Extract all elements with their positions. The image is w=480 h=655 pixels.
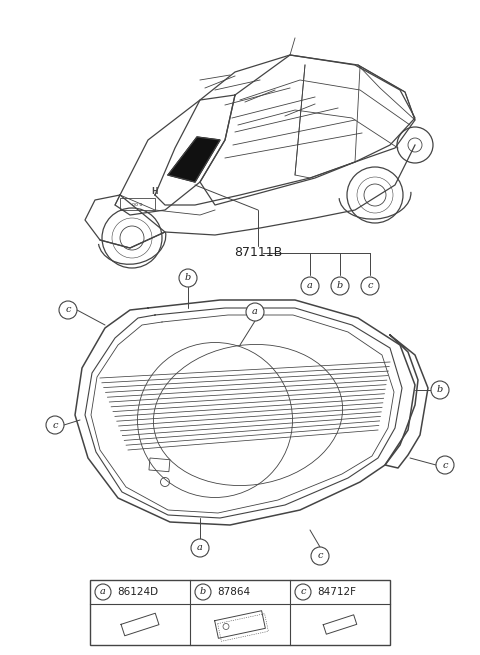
Circle shape xyxy=(301,277,319,295)
Circle shape xyxy=(191,539,209,557)
Text: 87864: 87864 xyxy=(217,587,250,597)
Polygon shape xyxy=(168,137,220,182)
Circle shape xyxy=(46,416,64,434)
Circle shape xyxy=(311,547,329,565)
Circle shape xyxy=(246,303,264,321)
Text: b: b xyxy=(437,386,443,394)
Text: a: a xyxy=(252,307,258,316)
Text: c: c xyxy=(65,305,71,314)
Circle shape xyxy=(331,277,349,295)
Text: b: b xyxy=(337,282,343,291)
Text: c: c xyxy=(317,552,323,561)
Bar xyxy=(149,458,170,472)
Text: a: a xyxy=(307,282,313,291)
Text: a: a xyxy=(197,544,203,553)
Circle shape xyxy=(295,584,311,600)
Text: a: a xyxy=(100,588,106,597)
Text: c: c xyxy=(442,460,448,470)
Text: 84712F: 84712F xyxy=(317,587,356,597)
Text: c: c xyxy=(300,588,306,597)
Circle shape xyxy=(436,456,454,474)
Text: b: b xyxy=(185,274,191,282)
Text: oo o: oo o xyxy=(132,202,142,206)
Circle shape xyxy=(95,584,111,600)
Text: c: c xyxy=(52,421,58,430)
Circle shape xyxy=(361,277,379,295)
Bar xyxy=(90,580,390,645)
Text: c: c xyxy=(367,282,373,291)
Circle shape xyxy=(179,269,197,287)
Circle shape xyxy=(431,381,449,399)
Text: 87111B: 87111B xyxy=(234,246,282,259)
Text: H: H xyxy=(152,187,158,196)
Text: b: b xyxy=(200,588,206,597)
Circle shape xyxy=(195,584,211,600)
Text: 86124D: 86124D xyxy=(117,587,158,597)
Circle shape xyxy=(59,301,77,319)
Bar xyxy=(120,198,155,210)
